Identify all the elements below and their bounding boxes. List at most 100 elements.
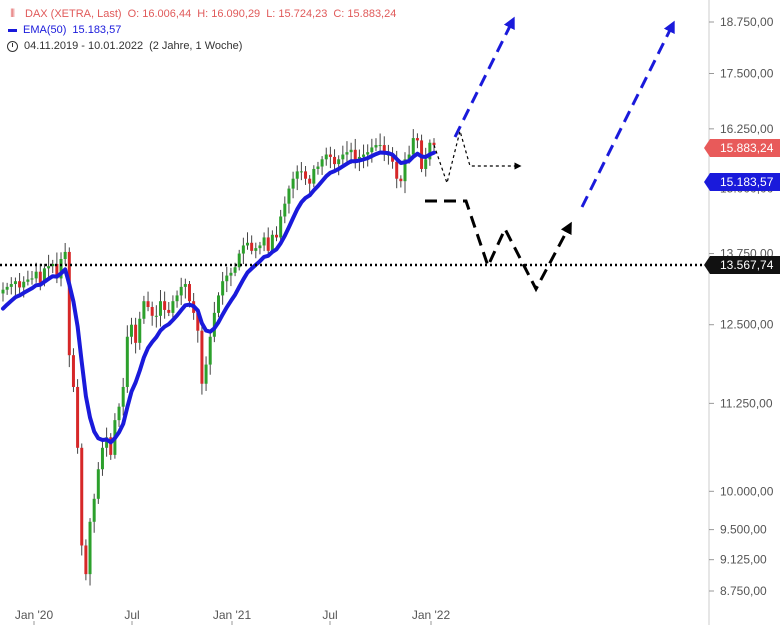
candle-body: [312, 168, 316, 184]
y-tick-label: 8.750,00: [720, 584, 767, 598]
candle-body: [246, 242, 250, 246]
candle-body: [204, 364, 208, 384]
candle-body: [200, 330, 204, 384]
y-tick-label: 9.125,00: [720, 553, 767, 567]
projection-black-dotted[interactable]: [433, 128, 522, 186]
candle-body: [146, 301, 150, 308]
candle-body: [109, 437, 113, 455]
candle-body: [183, 284, 187, 287]
candle-body: [34, 271, 38, 279]
candle-body: [13, 281, 17, 285]
y-tick-label: 10.000,00: [720, 484, 774, 498]
legend-ema-value: 15.183,57: [72, 24, 122, 36]
candle-body: [275, 234, 279, 238]
y-tick-label: 17.500,00: [720, 67, 774, 81]
candle-body: [366, 152, 370, 155]
candle-body: [150, 307, 154, 316]
candle-body: [9, 284, 13, 287]
projection-blue-dashed-1[interactable]: [453, 16, 515, 138]
legend-date-range: 04.11.2019 - 10.01.2022: [24, 40, 144, 52]
candle-body: [378, 145, 382, 147]
candle-body: [279, 216, 283, 238]
candle-body: [55, 263, 59, 279]
close-price-tag: 15.883,24: [704, 139, 780, 157]
candle-body: [395, 161, 399, 179]
candle-body: [428, 142, 432, 160]
candle-body: [250, 242, 254, 251]
candle-body: [47, 266, 51, 269]
candle-body: [233, 267, 237, 273]
candle-body: [76, 386, 80, 448]
y-tick-label: 18.750,00: [720, 15, 774, 29]
ema-price-tag: 15.183,57: [704, 173, 780, 191]
candle-body: [304, 171, 308, 179]
candle-body: [432, 142, 436, 146]
legend-high: H: 16.090,29: [197, 8, 261, 20]
candle-body: [63, 251, 67, 260]
candle-body: [424, 159, 428, 169]
candle-body: [18, 281, 22, 288]
x-tick-label: Jul: [322, 608, 337, 622]
candle-body: [1, 289, 5, 294]
candle-body: [67, 251, 71, 356]
candle-body: [171, 301, 175, 313]
candle-body: [125, 336, 129, 387]
candle-body: [308, 178, 312, 184]
x-tick-label: Jan '21: [213, 608, 252, 622]
candle-body: [80, 447, 84, 546]
x-tick-label: Jan '20: [15, 608, 54, 622]
ema50-line: [1, 150, 436, 445]
projection-drawings[interactable]: [425, 16, 675, 293]
candle-body: [254, 248, 258, 251]
candle-body: [403, 159, 407, 182]
candle-body: [158, 301, 162, 316]
candle-body: [196, 312, 200, 331]
candle-body: [175, 295, 179, 302]
candle-body: [266, 237, 270, 251]
candle-body: [59, 259, 63, 279]
candle-body: [295, 171, 299, 179]
legend-instrument: DAX (XETRA, Last): [25, 8, 122, 20]
ema-line-icon: [8, 28, 17, 32]
legend-price-row: ⫴ DAX (XETRA, Last) O: 16.006,44 H: 16.0…: [6, 6, 402, 22]
projection-blue-dashed-2[interactable]: [580, 20, 675, 208]
candle-body: [121, 386, 125, 407]
candle-body: [142, 301, 146, 319]
candle-body: [42, 268, 46, 283]
candle-body: [221, 281, 225, 296]
chart-legend: ⫴ DAX (XETRA, Last) O: 16.006,44 H: 16.0…: [6, 6, 402, 54]
candle-body: [270, 234, 274, 251]
candle-body: [138, 318, 142, 343]
candle-body: [345, 152, 349, 155]
candle-body: [208, 336, 212, 365]
candle-body: [225, 275, 229, 282]
candle-body: [100, 447, 104, 470]
y-tick-label: 11.250,00: [720, 396, 773, 410]
candle-body: [349, 149, 353, 153]
candle-body: [179, 286, 183, 296]
candle-body: [333, 156, 337, 165]
legend-low: L: 15.724,23: [266, 8, 328, 20]
candle-body: [51, 263, 55, 267]
clock-icon: [7, 40, 18, 52]
candle-body: [320, 159, 324, 167]
candle-body: [353, 149, 357, 162]
candle-body: [258, 245, 262, 249]
candle-body: [30, 278, 34, 280]
projection-black-dashed[interactable]: [425, 199, 572, 293]
candle-body: [291, 178, 295, 189]
candle-body: [337, 159, 341, 165]
y-tick-label: 12.500,00: [720, 318, 774, 332]
candle-body: [167, 309, 171, 313]
candle-body: [283, 203, 287, 217]
candlestick-icon: ⫴: [10, 8, 15, 20]
candle-body: [299, 171, 303, 173]
candle-body: [362, 154, 366, 157]
legend-close: C: 15.883,24: [333, 8, 397, 20]
candle-body: [163, 301, 167, 310]
candle-body: [407, 154, 411, 160]
candle-body: [328, 154, 332, 157]
candle-body: [217, 295, 220, 313]
legend-range-row: 04.11.2019 - 10.01.2022 (2 Jahre, 1 Woch…: [6, 38, 402, 54]
